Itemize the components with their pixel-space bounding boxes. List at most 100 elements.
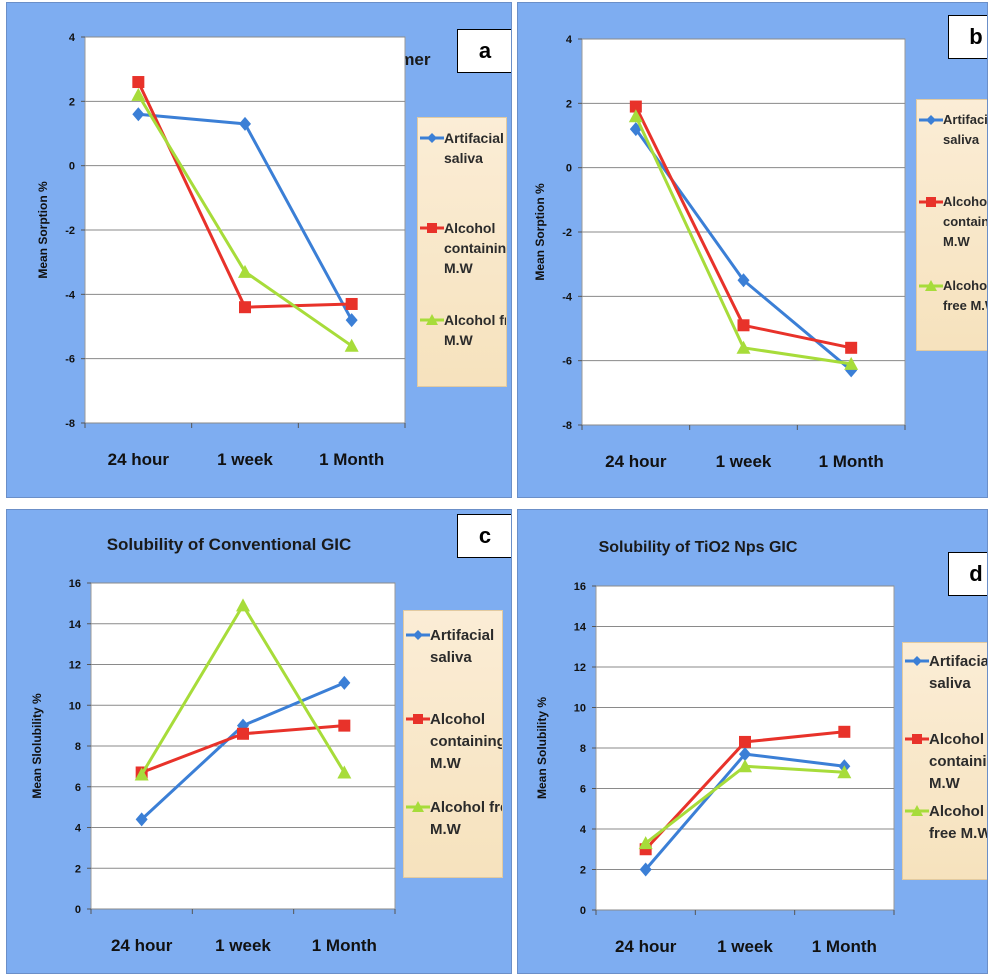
point-alcohol-containing	[739, 735, 751, 748]
series-artificial-saliva	[639, 747, 851, 877]
series-alcohol-containing	[132, 76, 358, 314]
legend-label: Alcohol free M.W	[430, 799, 502, 838]
series-alcohol-free	[134, 598, 352, 781]
y-tick-label: 12	[69, 660, 81, 672]
series-alcohol-containing	[639, 725, 851, 856]
chart-title: Solubility of TiO2 Nps GIC	[599, 539, 798, 556]
y-tick-label: 2	[566, 98, 572, 110]
point-alcohol-containing	[237, 727, 249, 740]
legend-label: Alcohol containing M.W	[929, 731, 987, 792]
point-alcohol-free	[844, 356, 859, 370]
y-tick-label: 0	[566, 163, 572, 175]
y-tick-label: -2	[562, 227, 572, 239]
legend-label: Alcohol containing M.W	[444, 220, 507, 276]
square-marker-icon	[919, 197, 943, 207]
y-axis-label: Mean Sorption %	[533, 183, 547, 281]
point-alcohol-containing	[239, 301, 251, 314]
point-alcohol-free	[738, 759, 752, 773]
triangle-marker-icon	[406, 801, 430, 812]
point-artificial-saliva	[239, 116, 251, 131]
chart-svg-a: Sorption of Conventional glass ionomer42…	[36, 32, 431, 469]
y-tick-label: 4	[566, 34, 573, 46]
point-alcohol-containing	[737, 319, 750, 332]
point-alcohol-free	[837, 765, 852, 779]
point-artificial-saliva	[132, 107, 145, 122]
point-alcohol-free	[344, 338, 359, 352]
y-tick-label: 0	[580, 905, 586, 917]
y-tick-label: -4	[65, 289, 76, 301]
y-tick-label: 8	[75, 741, 81, 753]
chart-svg-d: Solubility of TiO2 Nps GIC 16 14 12 10 8 6 4 2 0 2…	[535, 539, 895, 956]
y-tick-label: -6	[65, 354, 75, 366]
chart-panel-b: Sorption of TiO2 NPS GICs420-2-4-6-824 h…	[517, 2, 988, 498]
legend-label: Alcohol free M.W	[444, 312, 506, 348]
point-alcohol-free	[238, 264, 252, 278]
chart-legend-c: Artifacial saliva Alcohol containing M.W…	[403, 610, 503, 878]
legend-label: Artifacial saliva	[943, 112, 988, 147]
chart-title: Solubility of Conventional GIC	[107, 535, 352, 554]
chart-legend-d: Artifacial saliva Alcohol containing M.W…	[902, 642, 988, 880]
y-tick-label: -8	[65, 418, 75, 430]
point-alcohol-free	[337, 765, 352, 779]
chart-legend-a: Artifacial saliva Alcohol containing M.W…	[417, 117, 507, 387]
point-alcohol-free	[236, 598, 250, 612]
panel-label-c: c	[457, 514, 511, 558]
y-tick-label: 14	[574, 622, 587, 634]
x-tick-label: 24 hour	[108, 450, 170, 469]
chart-svg-c: Solubility of Conventional GIC 16 14 12 10 8 6…	[30, 535, 396, 955]
legend-label: Artifacial saliva	[444, 130, 504, 166]
square-marker-icon	[406, 714, 430, 724]
diamond-marker-icon	[420, 133, 444, 143]
point-alcohol-containing	[639, 843, 652, 856]
y-tick-label: -8	[562, 420, 572, 432]
y-tick-label: 6	[75, 782, 81, 794]
x-tick-label: 1 week	[215, 936, 271, 955]
chart-panel-d: Solubility of TiO2 Nps GIC 16 14 12 10 8 6 4 2 0 2…	[517, 509, 988, 974]
chart-legend-b: Artifacial saliva Alcohol containing M.W…	[916, 99, 988, 351]
chart-panel-c: Solubility of Conventional GIC 16 14 12 10 8 6…	[6, 509, 512, 974]
diamond-marker-icon	[905, 656, 929, 666]
point-alcohol-containing	[838, 725, 851, 738]
legend-label: Alcohol free M.W	[929, 803, 988, 842]
y-tick-label: 2	[69, 96, 75, 108]
point-artificial-saliva	[135, 812, 148, 827]
point-alcohol-containing	[132, 76, 145, 89]
y-tick-label: 8	[580, 743, 586, 755]
x-tick-label: 1 Month	[819, 452, 884, 471]
panel-label-b: b	[948, 15, 987, 59]
chart-svg-b: Sorption of TiO2 NPS GICs420-2-4-6-824 h…	[533, 34, 906, 471]
triangle-marker-icon	[905, 805, 929, 816]
x-tick-label: 24 hour	[605, 452, 667, 471]
y-tick-label: 16	[574, 581, 586, 593]
y-tick-label: 14	[69, 619, 82, 631]
x-tick-label: 1 week	[217, 450, 273, 469]
triangle-marker-icon	[919, 280, 943, 291]
y-tick-label: -2	[65, 225, 75, 237]
point-alcohol-containing	[345, 297, 358, 310]
series-artificial-saliva	[132, 107, 358, 328]
y-tick-label: 0	[75, 904, 81, 916]
point-artificial-saliva	[639, 862, 652, 877]
triangle-marker-icon	[420, 314, 444, 325]
diamond-marker-icon	[406, 630, 430, 640]
point-alcohol-free	[628, 109, 643, 123]
diamond-marker-icon	[919, 115, 943, 125]
y-axis-label: Mean Solubility %	[535, 697, 549, 799]
y-tick-label: 6	[580, 784, 586, 796]
point-alcohol-free	[736, 340, 751, 354]
y-tick-label: 16	[69, 578, 81, 590]
y-tick-label: 2	[75, 863, 81, 875]
legend-label: Artifacial saliva	[430, 627, 495, 666]
legend-label: Alcohol containing M.W	[943, 194, 988, 249]
point-alcohol-free	[638, 836, 653, 850]
series-alcohol-free	[131, 87, 359, 352]
y-tick-label: -6	[562, 356, 572, 368]
panel-label-a: a	[457, 29, 511, 73]
y-tick-label: 10	[69, 700, 81, 712]
square-marker-icon	[905, 734, 929, 744]
legend-label: Alcohol containing M.W	[430, 711, 503, 772]
point-alcohol-containing	[338, 719, 351, 732]
y-axis-label: Mean Slolubility %	[30, 693, 44, 799]
y-tick-label: 4	[75, 823, 82, 835]
series-alcohol-free	[628, 109, 859, 370]
